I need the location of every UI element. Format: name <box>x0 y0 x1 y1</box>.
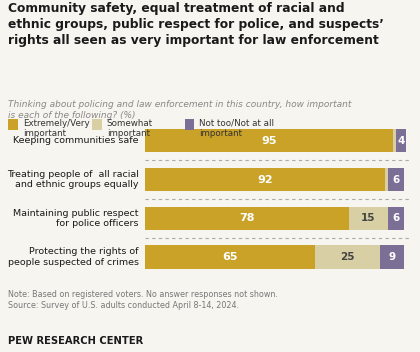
Bar <box>315 245 380 269</box>
Text: Community safety, equal treatment of racial and
ethnic groups, public respect fo: Community safety, equal treatment of rac… <box>8 2 384 47</box>
Text: 4: 4 <box>397 136 405 146</box>
Text: 95: 95 <box>261 136 277 146</box>
Text: 6: 6 <box>392 213 399 223</box>
Text: PEW RESEARCH CENTER: PEW RESEARCH CENTER <box>8 336 144 346</box>
Text: 9: 9 <box>388 252 396 262</box>
Bar <box>393 129 396 152</box>
Bar <box>349 207 388 230</box>
Text: Thinking about policing and law enforcement in this country, how important
is ea: Thinking about policing and law enforcem… <box>8 100 352 120</box>
Text: Keeping communities safe: Keeping communities safe <box>13 136 139 145</box>
Text: 6: 6 <box>392 175 399 184</box>
Bar <box>386 168 388 191</box>
Bar <box>145 168 386 191</box>
Text: Not too/Not at all
important: Not too/Not at all important <box>199 119 274 138</box>
Text: Maintaining public respect
for police officers: Maintaining public respect for police of… <box>13 208 139 228</box>
Bar <box>380 245 404 269</box>
Bar <box>396 129 407 152</box>
Text: Extremely/Very
important: Extremely/Very important <box>23 119 89 138</box>
Text: 92: 92 <box>257 175 273 184</box>
Bar <box>145 245 315 269</box>
Text: Protecting the rights of
people suspected of crimes: Protecting the rights of people suspecte… <box>8 247 139 267</box>
Bar <box>388 207 404 230</box>
Bar <box>388 168 404 191</box>
Text: 15: 15 <box>361 213 376 223</box>
Text: Note: Based on registered voters. No answer responses not shown.
Source: Survey : Note: Based on registered voters. No ans… <box>8 290 278 310</box>
Text: Somewhat
important: Somewhat important <box>107 119 153 138</box>
Text: Treating people of  all racial
and ethnic groups equally: Treating people of all racial and ethnic… <box>7 170 139 189</box>
Text: 25: 25 <box>340 252 355 262</box>
Text: 65: 65 <box>222 252 238 262</box>
Text: 78: 78 <box>239 213 255 223</box>
Bar <box>145 129 393 152</box>
Bar <box>145 207 349 230</box>
